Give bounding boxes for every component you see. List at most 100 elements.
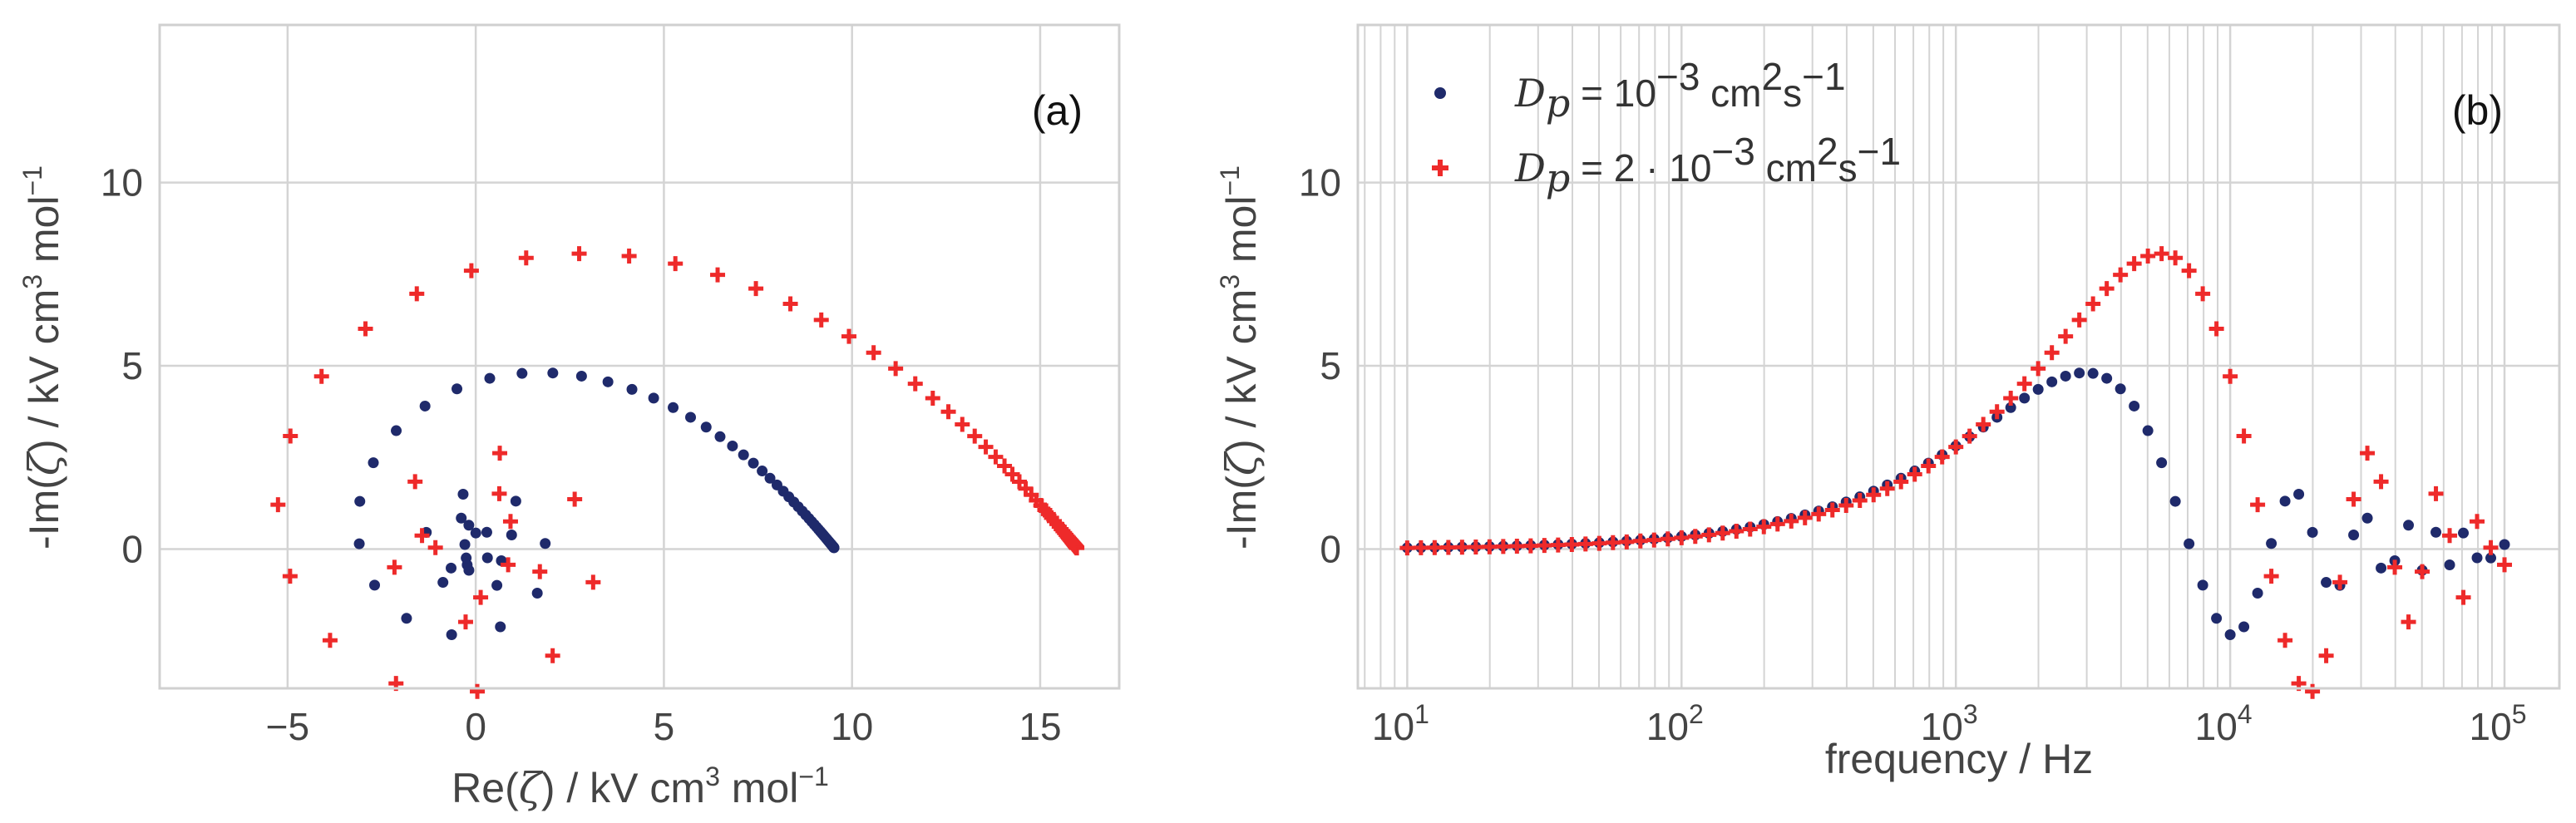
panel-a-point-series-2	[283, 428, 299, 444]
panel-b-point-series-2	[1893, 474, 1909, 490]
panel-a-point-series-2	[1011, 474, 1027, 490]
panel-b-x-tick-label: 104	[2195, 699, 2253, 748]
panel-b-y-axis-label: -Im(ζ) / kV cm3 mol−1	[1215, 165, 1266, 549]
panel-b-point-series-2	[2208, 321, 2224, 337]
panel-b-x-tick-label: 102	[1646, 699, 1704, 748]
panel-a-point-series-1	[401, 613, 412, 624]
panel-b-point-series-1	[2293, 489, 2305, 500]
panel-b-point-series-1	[2046, 376, 2058, 387]
panel-b-point-series-2	[1687, 529, 1703, 545]
panel-b-point-series-2	[1879, 480, 1895, 496]
panel-a: −5 0 5 10 15 0 5 10 (a) Re(ζ) / kV cm3 mol−1 -…	[17, 23, 1121, 812]
panel-a-point-series-1	[419, 400, 431, 412]
panel-a-point-series-1	[470, 527, 481, 539]
panel-b-point-series-2	[1399, 540, 1415, 556]
panel-a-point-series-2	[282, 569, 298, 584]
panel-b-point-series-2	[1921, 458, 1937, 474]
panel-a-point-series-1	[353, 538, 365, 549]
legend-marker-series-2	[1432, 160, 1448, 176]
panel-b-x-tick-label: 105	[2470, 699, 2527, 748]
panel-a-point-series-1	[506, 529, 517, 540]
panel-a-point-series-2	[925, 390, 940, 406]
panel-b-point-series-2	[1701, 527, 1717, 543]
panel-b-point-series-2	[1756, 519, 1772, 535]
panel-b-point-series-2	[1948, 439, 1964, 455]
panel-a-point-series-1	[668, 402, 679, 413]
panel-a-point-series-2	[955, 416, 970, 432]
panel-b-point-series-2	[2442, 528, 2458, 544]
panel-b-point-series-2	[1784, 513, 1799, 529]
panel-b-point-series-1	[2252, 588, 2263, 599]
panel-b-point-series-2	[1632, 533, 1648, 549]
panel-b-point-series-1	[2376, 562, 2387, 574]
panel-b-point-series-1	[2197, 579, 2208, 591]
panel-b-point-series-1	[2224, 628, 2236, 640]
panel-a-x-tick-label: 15	[1019, 705, 1061, 748]
panel-a-x-tick-label: 5	[654, 705, 675, 748]
panel-b-label: (b)	[2452, 87, 2503, 134]
panel-a-point-series-1	[764, 472, 776, 484]
panel-b-point-series-2	[2113, 267, 2129, 283]
panel-a-point-series-2	[967, 428, 983, 444]
panel-b-point-series-2	[2415, 564, 2430, 579]
panel-a-y-tick-label: 10	[101, 161, 143, 205]
panel-b-point-series-2	[2003, 390, 2019, 406]
panel-a-point-series-1	[459, 539, 471, 550]
panel-a-point-series-1	[481, 526, 492, 538]
panel-b-point-series-2	[1427, 540, 1443, 555]
panel-b-point-series-2	[2181, 263, 2197, 278]
panel-a-point-series-2	[621, 249, 637, 264]
panel-b-point-series-1	[2458, 527, 2470, 539]
panel-b-point-series-1	[2485, 552, 2497, 564]
panel-a-point-series-2	[1004, 466, 1020, 482]
panel-a-point-series-2	[322, 633, 338, 648]
panel-a-point-series-2	[427, 540, 443, 555]
panel-a-point-series-1	[446, 628, 457, 640]
panel-b-point-series-2	[1454, 540, 1470, 555]
panel-a-point-series-2	[457, 614, 473, 630]
panel-b-point-series-2	[1866, 487, 1882, 503]
panel-b-point-series-2	[1550, 537, 1566, 553]
panel-a-x-axis-label: Re(ζ) / kV cm3 mol−1	[452, 761, 829, 812]
panel-b-point-series-2	[1605, 535, 1621, 550]
panel-b-point-series-2	[1522, 538, 1538, 554]
panel-b-point-series-2	[2360, 446, 2376, 461]
panel-b-point-series-1	[2444, 559, 2455, 571]
panel-b-point-series-2	[1564, 537, 1580, 553]
panel-b-point-series-2	[2168, 250, 2184, 266]
panel-a-point-series-2	[940, 404, 956, 420]
panel-a-point-series-2	[668, 256, 683, 272]
panel-b-point-series-2	[2470, 514, 2485, 530]
panel-a-point-series-1	[368, 457, 379, 469]
panel-a-x-ticks: −5 0 5 10 15	[266, 705, 1062, 748]
panel-a-point-series-2	[313, 368, 329, 384]
panel-b-x-tick-label: 103	[1921, 699, 1978, 748]
panel-b-x-ticks: 101 102 103 104 105	[1372, 699, 2527, 748]
panel-b-point-series-1	[2499, 539, 2510, 550]
panel-a-point-series-1	[481, 552, 493, 564]
panel-a-point-series-2	[470, 683, 486, 699]
panel-a-point-series-1	[714, 431, 726, 442]
panel-b-point-series-2	[2016, 376, 2032, 392]
panel-b-point-series-1	[2321, 577, 2332, 589]
panel-b-point-series-2	[2099, 281, 2115, 297]
panel-a-point-series-1	[510, 495, 521, 507]
panel-a-point-series-1	[446, 562, 457, 574]
panel-b-point-series-1	[2005, 402, 2016, 413]
panel-b-x-axis-label: frequency / Hz	[1825, 736, 2093, 782]
panel-a-point-series-1	[738, 449, 749, 461]
panel-a-y-ticks: 0 5 10	[101, 161, 143, 571]
panel-b-point-series-2	[1509, 539, 1525, 554]
panel-a-point-series-1	[626, 383, 638, 395]
panel-b-point-series-2	[1907, 466, 1922, 482]
panel-a-point-series-1	[648, 392, 659, 404]
panel-a-point-series-2	[463, 263, 479, 278]
panel-a-x-tick-label: 10	[831, 705, 873, 748]
panel-a-point-series-1	[748, 457, 759, 469]
panel-a-grid	[160, 25, 1119, 688]
panel-b-point-series-2	[1674, 530, 1690, 545]
panel-b-point-series-1	[2266, 538, 2277, 549]
panel-a-point-series-2	[866, 345, 881, 361]
panel-b-point-series-2	[2401, 614, 2416, 630]
